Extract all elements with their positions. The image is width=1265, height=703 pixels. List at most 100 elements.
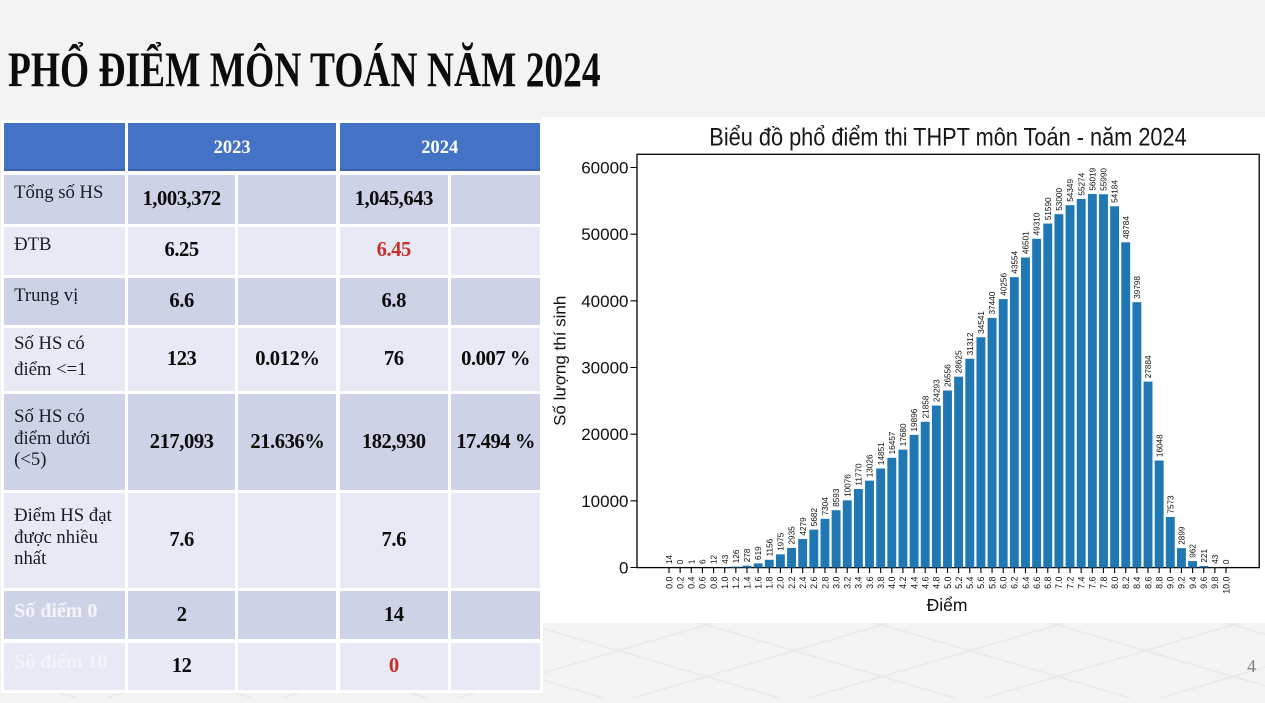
svg-text:Biểu đồ phổ điểm thi THPT môn: Biểu đồ phổ điểm thi THPT môn Toán - năm… (709, 123, 1186, 151)
svg-text:46501: 46501 (1022, 231, 1031, 254)
svg-text:2935: 2935 (788, 526, 797, 545)
svg-text:619: 619 (754, 546, 763, 560)
svg-text:7.8: 7.8 (1099, 576, 1109, 588)
svg-text:1975: 1975 (777, 532, 786, 551)
svg-text:11770: 11770 (854, 463, 863, 486)
svg-text:37440: 37440 (988, 291, 997, 314)
svg-text:7.4: 7.4 (1076, 576, 1086, 588)
svg-text:7.6: 7.6 (1088, 576, 1098, 588)
svg-text:4.6: 4.6 (921, 576, 931, 588)
svg-text:6.4: 6.4 (1021, 576, 1031, 588)
svg-text:5.6: 5.6 (976, 576, 986, 588)
svg-text:27884: 27884 (1144, 355, 1153, 378)
svg-text:8.4: 8.4 (1132, 576, 1142, 588)
svg-text:9.2: 9.2 (1177, 576, 1187, 588)
svg-text:7573: 7573 (1166, 495, 1175, 514)
svg-text:31312: 31312 (966, 332, 975, 355)
svg-text:3.6: 3.6 (865, 576, 875, 588)
svg-text:10.0: 10.0 (1221, 576, 1231, 593)
svg-text:17680: 17680 (899, 423, 908, 446)
svg-text:4.2: 4.2 (898, 576, 908, 588)
svg-text:10076: 10076 (843, 474, 852, 497)
svg-text:20000: 20000 (581, 425, 628, 444)
svg-text:3.0: 3.0 (831, 576, 841, 588)
svg-text:2.8: 2.8 (820, 576, 830, 588)
svg-text:2.6: 2.6 (809, 576, 819, 588)
svg-text:19896: 19896 (910, 408, 919, 431)
svg-text:5.0: 5.0 (943, 576, 953, 588)
svg-text:54184: 54184 (1111, 180, 1120, 203)
svg-text:6.8: 6.8 (1043, 576, 1053, 588)
svg-text:50000: 50000 (581, 225, 628, 244)
svg-text:48784: 48784 (1122, 216, 1131, 239)
svg-text:54349: 54349 (1066, 179, 1075, 202)
svg-text:5.8: 5.8 (987, 576, 997, 588)
svg-text:0.2: 0.2 (675, 576, 685, 588)
svg-text:3.2: 3.2 (843, 576, 853, 588)
svg-text:28625: 28625 (955, 350, 964, 373)
svg-text:278: 278 (743, 548, 752, 562)
svg-text:0.8: 0.8 (709, 576, 719, 588)
svg-text:0.4: 0.4 (687, 576, 697, 588)
svg-text:6.2: 6.2 (1010, 576, 1020, 588)
svg-text:51590: 51590 (1044, 197, 1053, 220)
svg-text:24293: 24293 (932, 379, 941, 402)
svg-text:8.6: 8.6 (1143, 576, 1153, 588)
svg-text:2899: 2899 (1178, 526, 1187, 545)
svg-text:3.8: 3.8 (876, 576, 886, 588)
svg-text:30000: 30000 (581, 359, 628, 378)
svg-text:49310: 49310 (1033, 212, 1042, 235)
svg-text:43: 43 (721, 554, 730, 564)
svg-text:26556: 26556 (944, 364, 953, 387)
svg-text:6.0: 6.0 (999, 576, 1009, 588)
svg-text:43: 43 (1211, 554, 1220, 564)
svg-text:6: 6 (699, 559, 708, 564)
svg-text:34541: 34541 (977, 311, 986, 334)
svg-text:43554: 43554 (1010, 251, 1019, 274)
svg-text:0.0: 0.0 (664, 576, 674, 588)
svg-text:7.0: 7.0 (1054, 576, 1064, 588)
svg-text:9.0: 9.0 (1166, 576, 1176, 588)
svg-text:5.4: 5.4 (965, 576, 975, 588)
svg-text:9.6: 9.6 (1199, 576, 1209, 588)
svg-text:12: 12 (710, 554, 719, 564)
svg-text:2.2: 2.2 (787, 576, 797, 588)
svg-text:0: 0 (1222, 559, 1231, 564)
svg-text:5682: 5682 (810, 508, 819, 527)
svg-text:39798: 39798 (1133, 276, 1142, 299)
svg-text:9.8: 9.8 (1210, 576, 1220, 588)
svg-text:8.8: 8.8 (1154, 576, 1164, 588)
svg-text:55990: 55990 (1100, 168, 1109, 191)
svg-text:9.4: 9.4 (1188, 576, 1198, 588)
svg-text:4.8: 4.8 (932, 576, 942, 588)
svg-text:126: 126 (732, 549, 741, 563)
svg-text:16048: 16048 (1155, 434, 1164, 457)
svg-text:0: 0 (619, 559, 628, 578)
svg-text:21858: 21858 (921, 395, 930, 418)
svg-text:1.8: 1.8 (765, 576, 775, 588)
svg-text:7304: 7304 (821, 497, 830, 516)
svg-text:4.0: 4.0 (887, 576, 897, 588)
svg-text:14851: 14851 (877, 442, 886, 465)
svg-text:0.6: 0.6 (698, 576, 708, 588)
svg-text:16457: 16457 (888, 431, 897, 454)
svg-text:40256: 40256 (999, 273, 1008, 296)
svg-text:56019: 56019 (1088, 167, 1097, 190)
svg-text:8.0: 8.0 (1110, 576, 1120, 588)
svg-text:6.6: 6.6 (1032, 576, 1042, 588)
svg-text:5.2: 5.2 (954, 576, 964, 588)
svg-text:3.4: 3.4 (854, 576, 864, 588)
svg-text:1: 1 (687, 559, 696, 564)
svg-text:60000: 60000 (581, 159, 628, 178)
svg-text:1.0: 1.0 (720, 576, 730, 588)
svg-text:Điểm: Điểm (927, 595, 968, 615)
svg-text:4279: 4279 (799, 517, 808, 536)
svg-text:0: 0 (676, 559, 685, 564)
svg-text:2.0: 2.0 (776, 576, 786, 588)
svg-text:14: 14 (665, 554, 674, 564)
svg-text:1.2: 1.2 (731, 576, 741, 588)
svg-text:55274: 55274 (1077, 172, 1086, 195)
svg-text:962: 962 (1189, 544, 1198, 558)
svg-text:53000: 53000 (1055, 188, 1064, 211)
svg-text:1.4: 1.4 (742, 576, 752, 588)
